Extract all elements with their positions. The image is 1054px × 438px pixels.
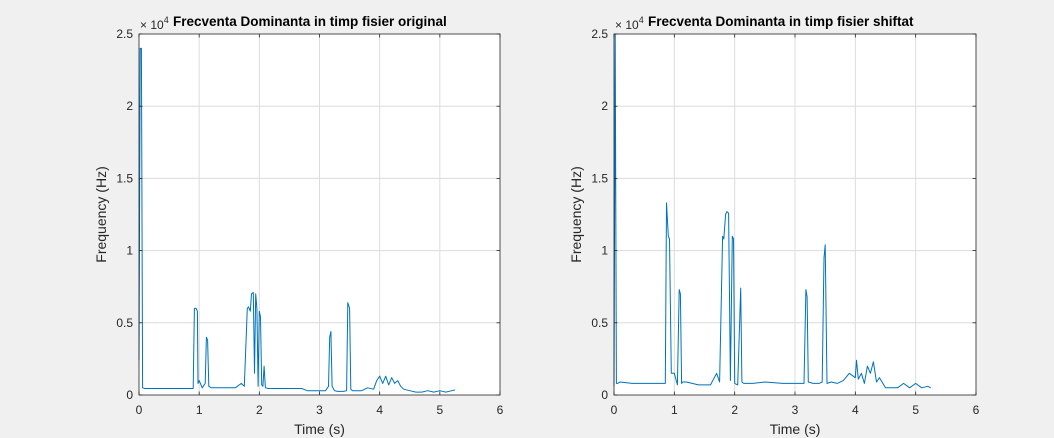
y-exponent-power: 4: [639, 15, 644, 25]
x-tick-label: 0: [611, 403, 618, 417]
y-tick-label: 2: [126, 99, 133, 113]
chart-title: Frecventa Dominanta in timp fisier shift…: [648, 14, 914, 29]
axes-2: 0 1 2 3 4 5 6 0 0.5 1 1.5 2 2.5 × 104 Frecventa Domina…: [568, 14, 980, 437]
y-tick-label: 2: [601, 99, 608, 113]
x-tick-label: 3: [316, 403, 323, 417]
y-tick-label: 0.5: [591, 316, 608, 330]
x-tick-label: 4: [376, 403, 383, 417]
y-tick-label: 1.5: [591, 171, 608, 185]
y-tick-label: 2.5: [591, 27, 608, 41]
grid: [139, 34, 500, 395]
y-tick-label: 1: [601, 244, 608, 258]
y-exponent-power: 4: [164, 15, 169, 25]
y-tick-label: 1.5: [116, 171, 133, 185]
y-axis-label: Frequency (Hz): [568, 166, 584, 262]
x-tick-label: 1: [196, 403, 203, 417]
x-tick-label: 5: [912, 403, 919, 417]
y-tick-label: 0: [601, 388, 608, 402]
x-tick-label: 5: [436, 403, 443, 417]
x-tick-label: 6: [497, 403, 504, 417]
x-axis-label: Time (s): [294, 421, 345, 437]
y-exponent-label: × 104: [615, 15, 644, 32]
x-tick-label: 2: [731, 403, 738, 417]
x-tick-label: 6: [973, 403, 980, 417]
x-tick-label: 4: [852, 403, 859, 417]
series-line: [613, 33, 932, 389]
x-tick-label: 2: [256, 403, 263, 417]
y-tick-label: 0.5: [116, 316, 133, 330]
chart-title: Frecventa Dominanta in timp fisier origi…: [173, 14, 447, 29]
y-exponent-label: × 104: [140, 15, 169, 32]
x-tick-label: 1: [671, 403, 678, 417]
y-tick-label: 2.5: [116, 27, 133, 41]
x-axis-label: Time (s): [770, 421, 821, 437]
y-axis-label: Frequency (Hz): [93, 166, 109, 262]
x-tick-label: 0: [136, 403, 143, 417]
y-tick-label: 0: [126, 388, 133, 402]
y-tick-label: 1: [126, 244, 133, 258]
axes-1: 0 1 2 3 4 5 6 0 0.5 1 1.5 2 2.5 × 104 Frecventa Domina…: [93, 14, 504, 437]
x-tick-label: 3: [792, 403, 799, 417]
series-line: [138, 47, 456, 393]
